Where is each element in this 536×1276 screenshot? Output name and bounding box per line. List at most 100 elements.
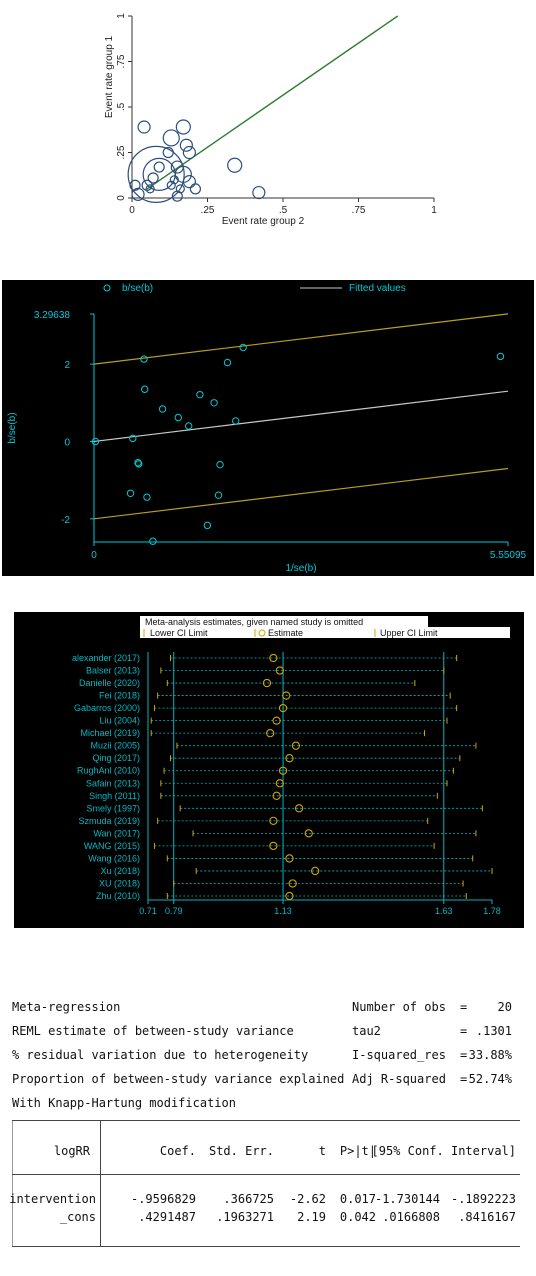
study-point: [252, 185, 266, 200]
study-point: [214, 491, 223, 499]
cell-value: -.1892223: [450, 1192, 516, 1206]
y-tick-label: 3.29638: [34, 310, 71, 321]
summary-label: Meta-regression: [12, 1000, 121, 1014]
estimate-point: [272, 716, 281, 725]
summary-value: 52.74%: [468, 1072, 512, 1086]
study-point: [179, 138, 193, 152]
study-label: Wan (2017): [93, 828, 140, 838]
y-axis-label: Event rate group 1: [104, 35, 115, 118]
study-point: [189, 183, 202, 195]
row-label: _cons: [59, 1210, 96, 1224]
study-point: [127, 145, 185, 203]
estimate-point: [282, 691, 291, 700]
study-point: [169, 175, 179, 185]
estimate-point: [288, 879, 297, 888]
summary-label: Proportion of between-study variance exp…: [12, 1072, 345, 1086]
radial-scatter-chart: b/se(b) Fitted values 3.29638 2 0 -2 0 5.55095 1…: [7, 283, 527, 574]
estimate-point: [269, 653, 278, 663]
study-point: [162, 129, 180, 147]
legend-label-points: b/se(b): [122, 283, 153, 294]
study-label: Szmuda (2019): [78, 816, 140, 826]
cell-value: .0166808: [382, 1210, 440, 1224]
upper-limit-line: [93, 313, 509, 365]
summary-value: .1301: [475, 1024, 512, 1038]
study-point: [147, 172, 159, 184]
study-point: [239, 343, 247, 352]
study-label: Gabarros (2000): [74, 703, 140, 713]
x-axis-label: 1/se(b): [285, 563, 316, 574]
estimate-point: [278, 703, 288, 713]
study-point: [91, 437, 100, 446]
study-point: [223, 358, 232, 367]
x-tick-label: 1: [431, 205, 437, 216]
estimate-point: [269, 816, 278, 825]
summary-label: With Knapp-Hartung modification: [12, 1096, 236, 1110]
study-point: [143, 493, 151, 501]
cell-value: .366725: [223, 1192, 274, 1206]
study-label: Liu (2004): [99, 716, 140, 726]
y-tick-label: .75: [116, 54, 127, 68]
study-point: [216, 460, 224, 469]
study-point: [166, 180, 176, 190]
estimate-point: [304, 829, 313, 838]
study-label: RughAnl (2010): [77, 766, 140, 776]
study-point: [174, 413, 182, 422]
study-point: [158, 405, 167, 413]
study-label: alexander (2017): [72, 653, 140, 663]
study-point: [129, 434, 137, 443]
study-label: Wang (2016): [88, 853, 140, 863]
cell-value: .8416167: [458, 1210, 516, 1224]
y-tick-label: 1: [116, 13, 127, 19]
estimate-point: [291, 741, 301, 750]
estimate-point: [275, 779, 284, 788]
estimate-point: [294, 804, 304, 813]
study-point: [131, 187, 145, 201]
estimate-point: [278, 766, 288, 775]
x-tick-label: .5: [279, 205, 288, 216]
legend-estimate: Estimate: [268, 628, 303, 638]
title-background: [140, 616, 428, 627]
estimate-point: [285, 854, 294, 863]
study-label: WANG (2015): [84, 841, 140, 851]
row-label: intervention: [9, 1192, 96, 1206]
estimate-point: [269, 841, 278, 851]
summary-key: Adj R-squared: [352, 1072, 446, 1086]
study-point: [171, 190, 183, 202]
x-tick-label: 0: [129, 205, 135, 216]
cell-value: .1963271: [216, 1210, 274, 1224]
study-label: Smely (1997): [86, 803, 140, 813]
summary-key: I-squared_res: [352, 1048, 446, 1062]
table-bottom-rule: [12, 1246, 520, 1247]
y-tick-label: 0: [116, 195, 127, 201]
study-point: [203, 521, 212, 530]
cell-value: .4291487: [138, 1210, 196, 1224]
cell-value: 0.042: [339, 1210, 376, 1224]
radial-plot-panel: b/se(b) Fitted values 3.29638 2 0 -2 0 5.55095 1…: [2, 280, 534, 576]
estimate-point: [275, 666, 284, 675]
study-point: [126, 489, 135, 497]
study-point: [149, 537, 157, 545]
header-rule: [12, 1174, 520, 1175]
summary-label: REML estimate of between-study variance: [12, 1024, 294, 1038]
cell-value: -2.62: [289, 1192, 326, 1206]
study-label: Zhu (2010): [96, 891, 140, 901]
galbraith-event-rate-panel: 0 .25 .5 .75 1 0 .25 .5 .75 1 Event rate group 2 Ev…: [0, 0, 536, 232]
study-label: Singh (2011): [89, 791, 140, 801]
y-tick-label: -2: [61, 515, 70, 526]
column-header: logRR: [53, 1144, 90, 1158]
cell-value: -.9596829: [130, 1192, 196, 1206]
x-tick-label: 5.55095: [490, 550, 527, 561]
estimate-point: [272, 791, 281, 800]
study-point: [496, 352, 505, 361]
summary-equals: =: [460, 1000, 468, 1014]
study-point: [232, 417, 240, 425]
summary-equals: =: [460, 1048, 468, 1062]
estimate-point: [262, 678, 272, 688]
x-tick-label: 1.63: [435, 906, 453, 916]
column-header: Coef.: [159, 1144, 196, 1158]
meta-regression-output-table: Meta-regression Number of obs = 20 REML esti…: [8, 960, 528, 1276]
study-point: [185, 422, 193, 430]
x-tick-label: 0.71: [139, 906, 157, 916]
chart-title: Meta-analysis estimates, given named stu…: [145, 617, 363, 627]
legend-background: [140, 627, 510, 638]
